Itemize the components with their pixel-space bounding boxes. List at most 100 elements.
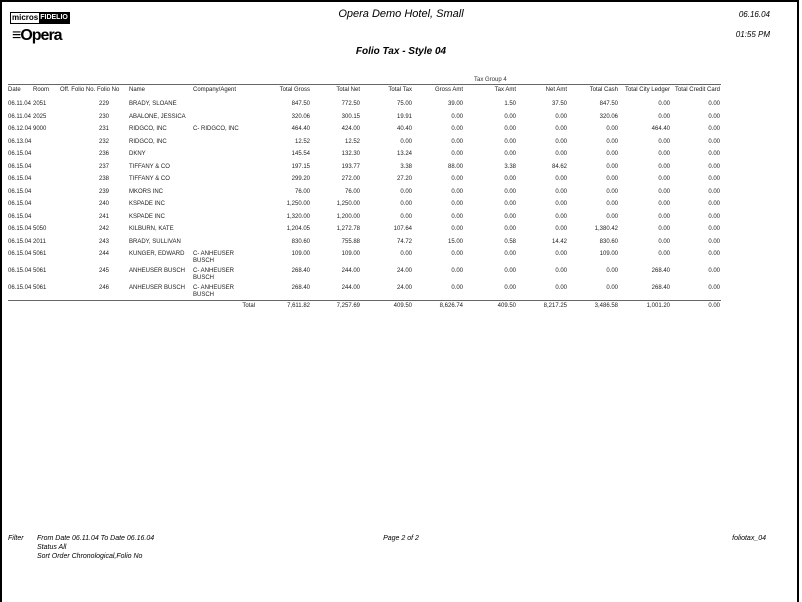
table-cell: 0.00 [708, 201, 720, 207]
table-cell: 236 [99, 151, 110, 157]
table-cell: 06.11.04 [8, 113, 31, 120]
table-cell: 0.00 [708, 138, 720, 145]
table-cell: 244.00 [341, 285, 360, 291]
total-cell: 7,611.82 [287, 303, 310, 309]
table-cell: 0.00 [504, 188, 516, 195]
table-cell: 755.88 [341, 238, 360, 245]
table-cell: 0.00 [451, 188, 463, 195]
table-cell: RIDGCO, INC [129, 126, 167, 132]
table-cell: KILBURN, KATE [129, 226, 174, 232]
table-cell: 5061 [33, 285, 47, 291]
table-cell: 0.00 [708, 113, 720, 120]
total-cell: 409.50 [393, 303, 412, 309]
table-cell: 464.40 [291, 126, 310, 132]
table-cell: 238 [99, 176, 110, 182]
table-cell: 0.00 [504, 176, 516, 182]
table-cell: KSPADE INC [129, 201, 165, 207]
table-cell: 0.00 [658, 226, 670, 232]
table-cell: 5061 [33, 251, 47, 257]
table-cell: 0.00 [555, 226, 567, 232]
table-cell: 0.00 [451, 251, 463, 257]
report-name: foliotax_04 [732, 535, 766, 542]
table-cell: C- ANHEUSER BUSCH [193, 251, 235, 264]
table-cell: 06.15.04 [8, 238, 32, 245]
table-cell: 0.58 [504, 238, 516, 245]
table-cell: 241 [99, 213, 110, 220]
table-cell: 243 [99, 238, 110, 245]
column-header: Date [8, 87, 21, 93]
table-cell: 242 [99, 226, 110, 232]
table-cell: 0.00 [504, 226, 516, 232]
table-cell: 5050 [33, 226, 47, 232]
column-header: Net Amt [545, 87, 567, 93]
table-cell: 06.15.04 [8, 188, 32, 195]
table-cell: 0.00 [400, 201, 412, 207]
table-cell: 229 [99, 101, 110, 107]
opera-logo: ≡Opera [12, 27, 63, 44]
table-cell: 0.00 [451, 226, 463, 232]
table-cell: 268.40 [291, 285, 310, 291]
table-cell: 0.00 [606, 188, 618, 195]
table-cell: 1,380.42 [594, 226, 618, 232]
table-cell: 0.00 [606, 213, 618, 220]
table-cell: 320.06 [599, 113, 618, 120]
table-cell: 0.00 [555, 176, 567, 182]
table-cell: TIFFANY & CO [129, 163, 170, 170]
table-cell: 0.00 [708, 251, 720, 257]
table-cell: 0.00 [451, 213, 463, 220]
table-cell: 0.00 [451, 176, 463, 182]
table-cell: 0.00 [504, 268, 516, 274]
table-cell: 13.24 [396, 151, 412, 157]
column-header: Folio No [97, 87, 120, 93]
table-cell: 76.00 [344, 188, 360, 195]
table-cell: 06.15.04 [8, 285, 32, 291]
table-cell: 240 [99, 201, 110, 207]
table-cell: 132.30 [341, 151, 360, 157]
table-cell: 37.50 [551, 101, 567, 107]
tax-group-label: Tax Group 4 [474, 77, 507, 83]
table-cell: 0.00 [658, 113, 670, 120]
table-cell: 0.00 [555, 251, 567, 257]
table-cell: 0.00 [708, 268, 720, 274]
report-date: 06.16.04 [738, 10, 770, 19]
table-cell: 0.00 [451, 201, 463, 207]
table-cell: 0.00 [504, 213, 516, 220]
table-cell: 1,250.00 [336, 201, 360, 207]
table-cell: 197.15 [291, 163, 310, 170]
table-cell: 0.00 [658, 251, 670, 257]
table-cell: 0.00 [555, 188, 567, 195]
table-cell: RIDGCO, INC [129, 138, 167, 145]
filter-label: Filter [8, 535, 24, 542]
table-cell: 14.42 [551, 238, 567, 245]
report-title: Folio Tax - Style 04 [355, 46, 447, 57]
table-cell: 246 [99, 285, 110, 291]
column-header: Off. Folio No. [60, 87, 96, 93]
table-cell: 0.00 [504, 113, 516, 120]
table-cell: 0.00 [555, 268, 567, 274]
table-cell: 0.00 [451, 151, 463, 157]
table-cell: ANHEUSER BUSCH [129, 285, 186, 291]
table-cell: 1,320.00 [286, 213, 310, 220]
table-cell: 84.62 [551, 163, 567, 170]
table-cell: 0.00 [606, 138, 618, 145]
total-cell: 1,001.20 [646, 303, 670, 309]
table-cell: 107.64 [393, 226, 412, 232]
table-cell: 12.52 [294, 138, 310, 145]
table-cell: KSPADE INC [129, 213, 165, 220]
table-cell: 0.00 [658, 151, 670, 157]
table-cell: 0.00 [451, 268, 463, 274]
table-cell: 9000 [33, 126, 47, 132]
table-cell: 76.00 [294, 188, 310, 195]
table-cell: 193.77 [341, 163, 360, 170]
table-cell: 772.50 [341, 101, 360, 107]
total-cell: 409.50 [497, 303, 516, 309]
table-cell: C- ANHEUSER BUSCH [193, 285, 235, 298]
table-cell: 0.00 [400, 213, 412, 220]
table-cell: 06.15.04 [8, 213, 32, 220]
table-cell: C- ANHEUSER BUSCH [193, 268, 235, 281]
table-cell: 1,250.00 [286, 201, 310, 207]
table-cell: 3.38 [400, 163, 412, 170]
table-cell: 299.20 [291, 176, 310, 182]
table-cell: ABALONE, JESSICA [129, 113, 186, 120]
table-cell: 0.00 [708, 126, 720, 132]
